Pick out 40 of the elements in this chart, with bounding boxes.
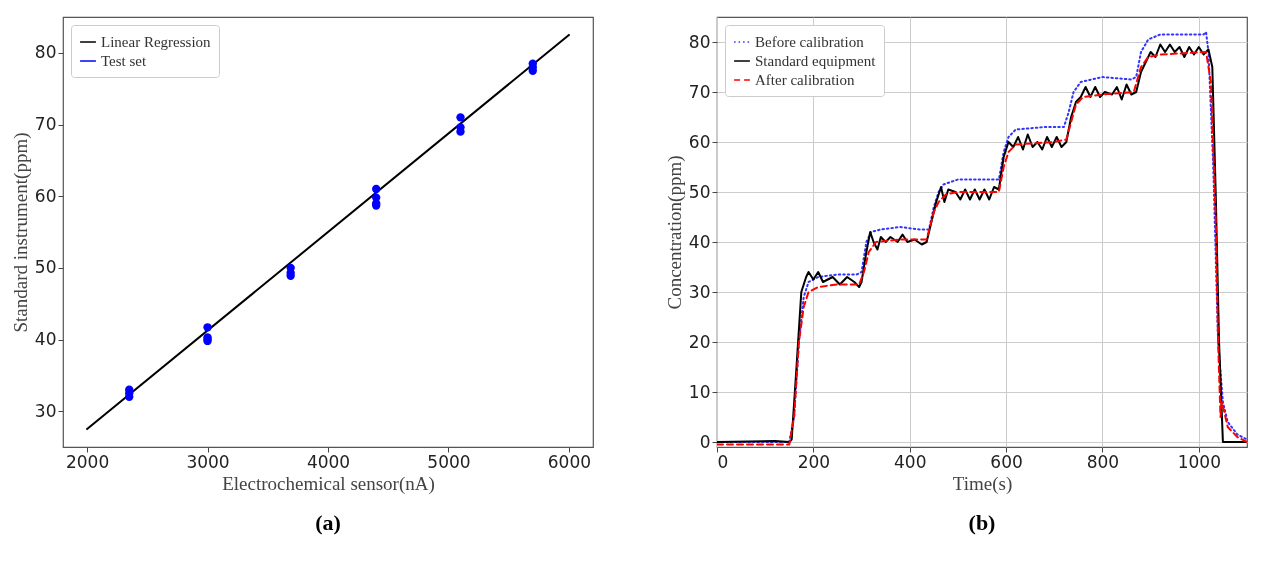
x-tick-label: 3000 [186, 451, 230, 472]
x-axis-title: Electrochemical sensor(nA) [222, 472, 435, 495]
legend-label: Before calibration [755, 34, 865, 50]
y-tick-label: 50 [34, 257, 57, 278]
x-tick-label: 400 [894, 451, 927, 472]
x-tick-label: 800 [1086, 451, 1120, 472]
text: (b) [968, 510, 996, 535]
y-tick-label: 20 [688, 331, 711, 352]
legend-label: Test set [101, 53, 148, 69]
legend-label: Linear Regression [101, 34, 212, 50]
legend-label: After calibration [755, 72, 856, 88]
y-axis-title: Concentration(ppm) [663, 155, 686, 310]
y-tick-label: 10 [688, 381, 711, 402]
x-tick-label: 2000 [65, 451, 110, 472]
y-axis-title: Standard instrument(ppm) [9, 132, 32, 333]
y-tick-label: 70 [688, 81, 711, 102]
y-tick-label: 40 [688, 231, 711, 252]
point [203, 323, 212, 332]
x-tick-label: 0 [717, 451, 729, 472]
y-tick-label: 70 [34, 114, 57, 134]
y-tick-label: 30 [688, 281, 711, 302]
y-tick-label: 0 [699, 431, 711, 452]
x-tick-label: 200 [797, 451, 831, 472]
legend-label: Standard equipment [755, 53, 877, 69]
y-tick-label: 40 [34, 329, 57, 349]
x-tick-label: 4000 [306, 451, 351, 472]
point [456, 113, 465, 122]
x-tick-label: 600 [990, 451, 1023, 472]
y-tick-label: 60 [34, 185, 57, 206]
x-tick-label: 1000 [1177, 451, 1221, 472]
y-tick-label: 50 [688, 181, 711, 202]
y-tick-label: 80 [34, 42, 57, 63]
text: (a) [315, 510, 341, 535]
point [372, 184, 381, 194]
y-tick-label: 60 [688, 131, 711, 152]
x-axis-title: Time(s) [952, 472, 1013, 495]
y-tick-label: 80 [688, 31, 711, 52]
x-tick-label: 5000 [427, 451, 471, 472]
y-tick-label: 30 [34, 400, 57, 421]
x-tick-label: 6000 [547, 451, 592, 472]
